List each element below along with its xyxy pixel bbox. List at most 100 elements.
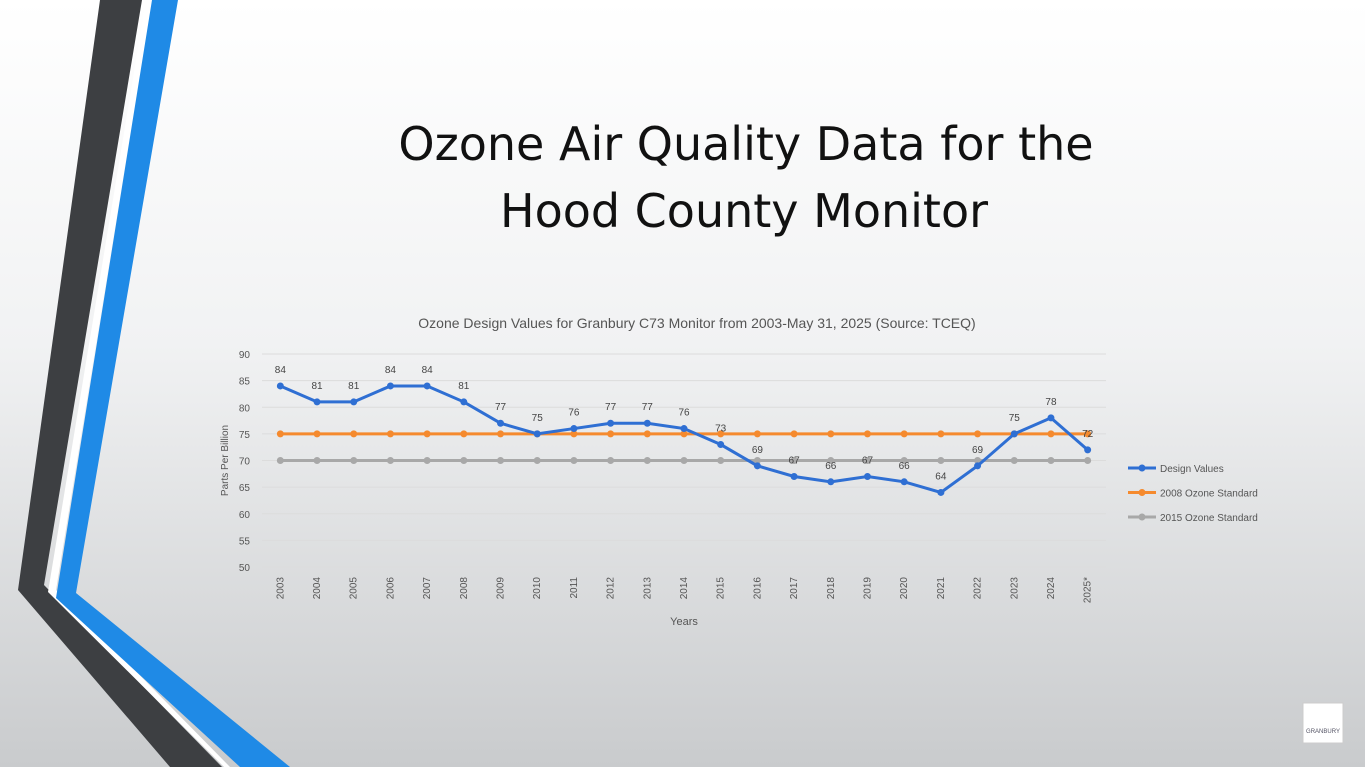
point (900, 430, 908, 438)
point (974, 462, 982, 470)
data-label: 77 (495, 402, 507, 413)
point (423, 457, 431, 464)
x-tick-label: 2022 (973, 577, 984, 600)
data-label: 66 (899, 461, 911, 472)
point (570, 457, 578, 464)
stripe-white (48, 0, 230, 767)
point (937, 457, 945, 464)
point (497, 419, 505, 427)
data-label: 67 (789, 455, 801, 466)
point (753, 462, 761, 470)
data-label: 78 (1045, 397, 1057, 408)
point (1047, 457, 1055, 464)
point (863, 430, 871, 438)
x-tick-label: 2011 (569, 577, 580, 599)
point (974, 430, 982, 438)
data-label: 72 (1082, 429, 1094, 440)
x-tick-label: 2019 (862, 577, 873, 600)
point (423, 382, 431, 390)
y-tick-label: 85 (239, 377, 251, 388)
point (1047, 414, 1055, 422)
point (790, 430, 798, 438)
x-tick-label: 2010 (532, 577, 543, 600)
point (276, 382, 284, 390)
legend-marker (1138, 464, 1146, 472)
point (790, 457, 798, 464)
data-label: 75 (532, 413, 544, 424)
point (460, 430, 468, 438)
data-label: 77 (642, 402, 654, 413)
point (1047, 430, 1055, 438)
point (863, 457, 871, 464)
point (1084, 457, 1092, 464)
point (827, 457, 835, 464)
x-tick-label: 2015 (716, 577, 727, 600)
y-tick-label: 80 (239, 403, 251, 414)
point (350, 430, 358, 438)
y-tick-label: 75 (239, 430, 251, 441)
point (753, 430, 761, 438)
data-label: 69 (972, 445, 984, 456)
point (607, 430, 615, 438)
x-tick-label: 2007 (422, 577, 433, 600)
point (276, 457, 284, 464)
legend-label: 2015 Ozone Standard (1160, 513, 1258, 524)
chart: Ozone Design Values for Granbury C73 Mon… (220, 315, 1258, 628)
y-tick-label: 55 (239, 536, 251, 547)
stripe-blue (56, 0, 290, 767)
point (313, 457, 321, 464)
data-label: 76 (568, 408, 580, 419)
data-label: 84 (275, 365, 287, 376)
legend-label: Design Values (1160, 464, 1224, 475)
point (1010, 430, 1018, 438)
point (607, 457, 615, 464)
y-tick-label: 70 (239, 457, 251, 468)
slide-title: Hood County Monitor (500, 184, 988, 238)
y-tick-label: 50 (239, 563, 251, 574)
point (607, 419, 615, 427)
point (386, 382, 394, 390)
data-label: 77 (605, 402, 617, 413)
logo (1302, 702, 1344, 744)
data-label: 81 (348, 381, 360, 392)
point (643, 430, 651, 438)
point (643, 457, 651, 464)
data-label: 81 (458, 381, 470, 392)
x-tick-label: 2005 (349, 577, 360, 600)
point (497, 430, 505, 438)
data-label: 73 (715, 424, 727, 435)
legend-marker (1138, 489, 1146, 496)
data-label: 66 (825, 461, 837, 472)
y-tick-label: 90 (239, 350, 251, 361)
data-label: 76 (678, 408, 690, 419)
logo-text: GRANBURY (1306, 729, 1340, 735)
point (423, 430, 431, 438)
x-tick-label: 2003 (275, 577, 286, 600)
x-tick-label: 2009 (496, 577, 507, 600)
point (680, 457, 688, 464)
data-label: 64 (935, 471, 947, 482)
x-tick-label: 2004 (312, 577, 323, 600)
point (717, 441, 725, 449)
x-tick-label: 2023 (1009, 577, 1020, 600)
point (827, 430, 835, 438)
x-axis-title: Years (670, 616, 698, 628)
chart-title: Ozone Design Values for Granbury C73 Mon… (418, 315, 975, 331)
point (717, 430, 725, 438)
point (827, 478, 835, 486)
data-label: 75 (1009, 413, 1021, 424)
point (533, 430, 541, 438)
point (753, 457, 761, 464)
point (533, 457, 541, 464)
point (313, 398, 321, 406)
x-tick-label: 2008 (459, 577, 470, 600)
point (680, 430, 688, 438)
data-label: 81 (311, 381, 323, 392)
point (863, 472, 871, 480)
point (313, 430, 321, 438)
x-tick-label: 2018 (826, 577, 837, 600)
point (460, 457, 468, 464)
